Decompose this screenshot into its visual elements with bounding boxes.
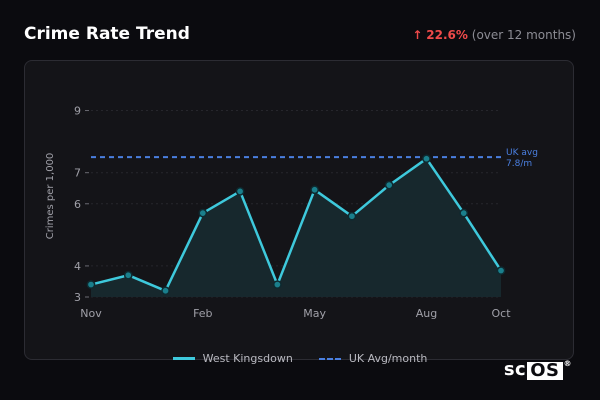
trend-up-icon: ↑ — [412, 28, 423, 42]
data-points — [86, 154, 506, 296]
x-tick-label: Nov — [80, 307, 102, 320]
series-area — [91, 158, 501, 297]
logo-boxed: OS — [527, 362, 563, 380]
chart-card — [24, 60, 574, 360]
x-tick-label: Feb — [193, 307, 212, 320]
change-period: (over 12 months) — [471, 28, 576, 42]
legend-label-avg: UK Avg/month — [348, 352, 428, 365]
chart-title: Crime Rate Trend — [24, 24, 190, 44]
legend-label-series: West Kingsdown — [202, 352, 293, 365]
change-indicator: ↑ 22.6% (over 12 months) — [412, 28, 576, 42]
legend-item-avg[interactable]: UK Avg/month — [318, 352, 428, 365]
y-axis-label: Crimes per 1,000 — [45, 153, 56, 240]
data-point[interactable] — [161, 286, 170, 296]
series-line — [90, 157, 503, 293]
legend: West Kingsdown UK Avg/month — [0, 352, 600, 365]
legend-item-series[interactable]: West Kingsdown — [172, 352, 293, 365]
change-percentage: 22.6% — [426, 28, 468, 42]
scos-logo: sc OS ® — [504, 359, 572, 380]
data-point[interactable] — [384, 180, 394, 190]
x-tick-label: Oct — [491, 307, 511, 320]
uk-avg-label: UK avg — [506, 148, 538, 158]
logo-registered-mark: ® — [563, 359, 572, 368]
data-point[interactable] — [235, 186, 245, 196]
y-tick-label: 4 — [74, 260, 81, 273]
x-tick-label: May — [303, 307, 326, 320]
legend-swatch-series — [172, 357, 195, 360]
data-point[interactable] — [496, 266, 506, 275]
data-point[interactable] — [459, 208, 469, 218]
data-point[interactable] — [422, 154, 431, 164]
y-tick-label: 3 — [74, 291, 81, 304]
data-point[interactable] — [310, 185, 319, 195]
data-point[interactable] — [86, 280, 96, 289]
data-point[interactable] — [273, 280, 282, 289]
y-tick-label: 7 — [74, 167, 81, 180]
data-point[interactable] — [198, 208, 208, 218]
x-tick-label: Aug — [416, 307, 437, 320]
uk-avg-value-label: 7.8/m — [506, 159, 532, 169]
legend-swatch-avg — [318, 357, 341, 360]
data-point[interactable] — [347, 211, 357, 221]
x-axis: Nov Feb May Aug Oct — [80, 307, 511, 320]
logo-prefix: sc — [503, 359, 527, 380]
y-axis: 3 4 6 7 9 — [74, 105, 89, 304]
data-point[interactable] — [123, 270, 133, 280]
y-tick-label: 9 — [74, 105, 81, 118]
y-tick-label: 6 — [74, 198, 81, 211]
